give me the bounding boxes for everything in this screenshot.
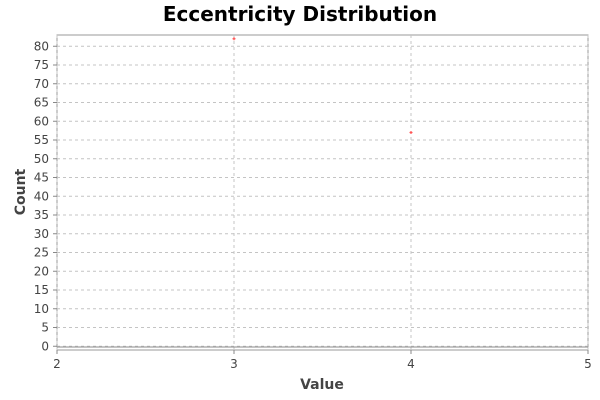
y-tick-label: 20 — [34, 264, 49, 278]
y-tick-label: 65 — [34, 96, 49, 110]
data-point — [232, 37, 236, 41]
x-tick-label: 5 — [584, 357, 592, 371]
y-tick-label: 15 — [34, 283, 49, 297]
chart-title: Eccentricity Distribution — [163, 2, 437, 26]
y-tick-label: 5 — [41, 321, 49, 335]
y-tick-label: 55 — [34, 133, 49, 147]
y-tick-label: 45 — [34, 171, 49, 185]
y-tick-label: 25 — [34, 246, 49, 260]
x-tick-label: 3 — [230, 357, 238, 371]
x-axis-label: Value — [300, 377, 344, 393]
y-tick-label: 30 — [34, 227, 49, 241]
y-tick-label: 50 — [34, 152, 49, 166]
y-axis-label: Count — [13, 168, 29, 215]
data-points — [232, 37, 413, 134]
y-tick-label: 35 — [34, 208, 49, 222]
grid — [56, 35, 589, 350]
data-point — [409, 131, 413, 134]
y-axis-ticks: 0 5 10 15 20 25 30 35 40 45 50 55 60 65 70 75 80 — [34, 39, 57, 353]
y-tick-label: 10 — [34, 302, 49, 316]
y-tick-label: 40 — [34, 189, 49, 203]
y-tick-label: 0 — [41, 339, 49, 353]
plot-area — [56, 34, 589, 351]
y-tick-label: 75 — [34, 58, 49, 72]
y-tick-label: 80 — [34, 39, 49, 53]
y-tick-label: 60 — [34, 114, 49, 128]
x-tick-label: 2 — [53, 357, 61, 371]
y-tick-label: 70 — [34, 77, 49, 91]
x-tick-label: 4 — [407, 357, 415, 371]
x-axis-ticks: 2 3 4 5 — [53, 350, 592, 371]
